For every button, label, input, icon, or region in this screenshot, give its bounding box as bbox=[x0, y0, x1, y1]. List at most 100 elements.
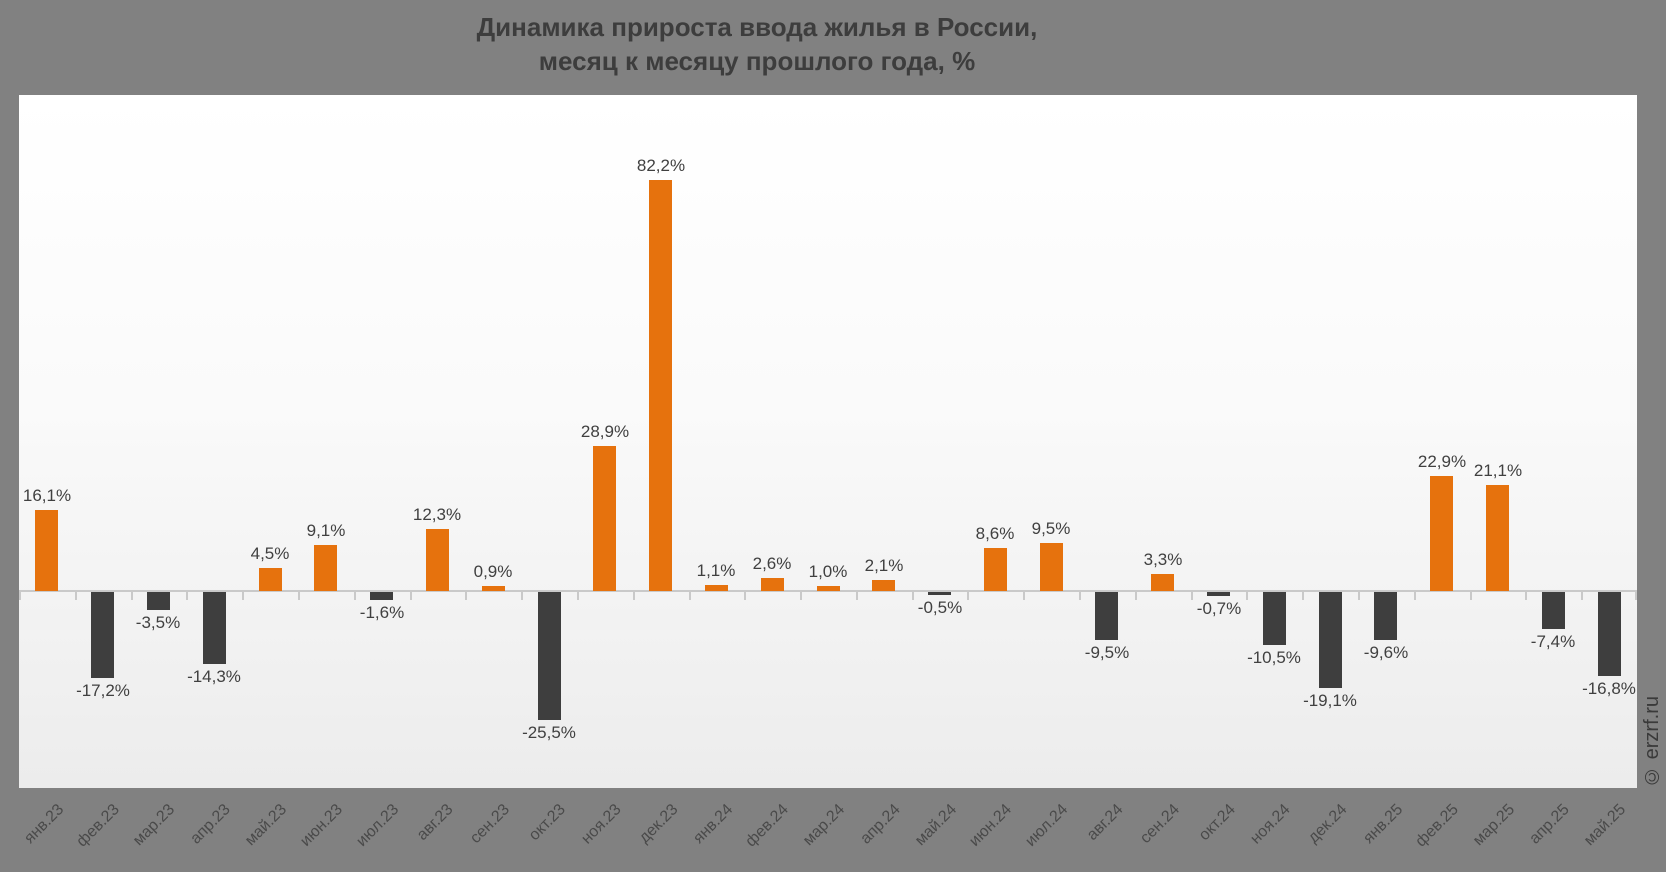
bar-янв.25 bbox=[1374, 592, 1397, 640]
x-axis-label: май.25 bbox=[1580, 801, 1630, 850]
bar-value-label: -9,5% bbox=[1084, 643, 1130, 662]
watermark: © erzrf.ru bbox=[1641, 696, 1663, 787]
axis-tick bbox=[1135, 591, 1137, 600]
x-axis-label: авг.24 bbox=[1084, 801, 1128, 844]
axis-tick bbox=[19, 591, 21, 600]
bar-сен.24 bbox=[1151, 574, 1174, 591]
x-axis-label: дек.23 bbox=[635, 801, 682, 847]
bar-value-label: 1,1% bbox=[696, 561, 736, 580]
bar-авг.23 bbox=[426, 529, 449, 591]
axis-tick bbox=[1302, 591, 1304, 600]
axis-tick bbox=[1191, 591, 1193, 600]
x-axis-label: июл.24 bbox=[1022, 801, 1072, 850]
bar-апр.24 bbox=[872, 580, 895, 591]
axis-tick bbox=[298, 591, 300, 600]
x-axis-label: сен.24 bbox=[1137, 801, 1184, 847]
x-axis-label: ноя.23 bbox=[578, 801, 626, 848]
bar-value-label: -0,7% bbox=[1196, 599, 1242, 618]
axis-tick bbox=[1414, 591, 1416, 600]
axis-tick bbox=[1023, 591, 1025, 600]
bar-апр.23 bbox=[203, 592, 226, 664]
chart-title: Динамика прироста ввода жилья в России, … bbox=[0, 10, 1514, 78]
x-axis-baseline bbox=[19, 590, 1637, 592]
chart-title-line1: Динамика прироста ввода жилья в России, bbox=[476, 12, 1038, 42]
x-axis-label: янв.23 bbox=[20, 801, 68, 848]
bar-value-label: 9,5% bbox=[1031, 519, 1071, 538]
bar-value-label: -9,6% bbox=[1363, 643, 1409, 662]
x-axis-label: ноя.24 bbox=[1247, 801, 1295, 848]
chart-title-line2: месяц к месяцу прошлого года, % bbox=[538, 46, 976, 76]
bar-мар.24 bbox=[817, 586, 840, 591]
bar-июл.24 bbox=[1040, 543, 1063, 591]
bar-янв.23 bbox=[35, 510, 58, 591]
bar-value-label: 82,2% bbox=[636, 156, 686, 175]
bar-авг.24 bbox=[1095, 592, 1118, 640]
bar-value-label: -14,3% bbox=[187, 667, 241, 686]
x-axis-label: авг.23 bbox=[414, 801, 458, 844]
axis-tick bbox=[800, 591, 802, 600]
axis-tick bbox=[75, 591, 77, 600]
bar-июн.24 bbox=[984, 548, 1007, 591]
bar-value-label: -19,1% bbox=[1303, 691, 1357, 710]
x-axis-label: мар.25 bbox=[1469, 801, 1519, 850]
x-axis-label: июн.23 bbox=[297, 801, 347, 850]
bar-ноя.24 bbox=[1263, 592, 1286, 645]
bar-сен.23 bbox=[482, 586, 505, 591]
bar-апр.25 bbox=[1542, 592, 1565, 629]
axis-tick bbox=[744, 591, 746, 600]
x-axis-label: апр.25 bbox=[1526, 801, 1574, 848]
bar-value-label: -1,6% bbox=[359, 603, 405, 622]
x-axis-label: дек.24 bbox=[1304, 801, 1351, 847]
bar-мар.23 bbox=[147, 592, 170, 610]
axis-tick bbox=[186, 591, 188, 600]
bar-май.25 bbox=[1598, 592, 1621, 676]
bar-value-label: 0,9% bbox=[473, 562, 513, 581]
bar-value-label: 8,6% bbox=[975, 524, 1015, 543]
axis-tick bbox=[912, 591, 914, 600]
axis-tick bbox=[354, 591, 356, 600]
x-axis-label: янв.25 bbox=[1359, 801, 1407, 848]
x-axis-label: мар.23 bbox=[129, 801, 179, 850]
axis-tick bbox=[131, 591, 133, 600]
x-axis-label: янв.24 bbox=[689, 801, 737, 848]
axis-tick bbox=[242, 591, 244, 600]
axis-tick bbox=[856, 591, 858, 600]
axis-tick bbox=[521, 591, 523, 600]
bar-value-label: -16,8% bbox=[1582, 679, 1636, 698]
x-axis-label: фев.25 bbox=[1412, 801, 1463, 851]
axis-tick bbox=[1635, 591, 1637, 600]
bar-value-label: 1,0% bbox=[808, 562, 848, 581]
bar-мар.25 bbox=[1486, 485, 1509, 591]
x-axis-label: май.24 bbox=[911, 801, 961, 850]
axis-tick bbox=[1358, 591, 1360, 600]
bar-окт.23 bbox=[538, 592, 561, 720]
x-axis-label: апр.23 bbox=[187, 801, 235, 848]
bar-value-label: -7,4% bbox=[1530, 632, 1576, 651]
plot-area: 16,1% -17,2% -3,5% -14,3% 4,5% 9,1% -1,6% 12,3%… bbox=[19, 95, 1637, 788]
x-axis-label: фев.24 bbox=[742, 801, 793, 851]
bar-value-label: -17,2% bbox=[76, 681, 130, 700]
bar-value-label: 12,3% bbox=[412, 505, 462, 524]
bar-value-label: 28,9% bbox=[580, 422, 630, 441]
bar-июн.23 bbox=[314, 545, 337, 591]
axis-tick bbox=[633, 591, 635, 600]
bar-фев.25 bbox=[1430, 476, 1453, 591]
bar-value-label: 9,1% bbox=[306, 521, 346, 540]
bar-value-label: 21,1% bbox=[1473, 461, 1523, 480]
x-axis-label: май.23 bbox=[241, 801, 291, 850]
axis-tick bbox=[410, 591, 412, 600]
axis-tick bbox=[1470, 591, 1472, 600]
x-axis-label: сен.23 bbox=[467, 801, 514, 847]
x-axis-label: окт.24 bbox=[1195, 801, 1240, 845]
bar-value-label: -10,5% bbox=[1247, 648, 1301, 667]
axis-tick bbox=[465, 591, 467, 600]
axis-tick bbox=[1246, 591, 1248, 600]
bar-окт.24 bbox=[1207, 592, 1230, 596]
x-axis-label: фев.23 bbox=[73, 801, 124, 851]
bar-value-label: -3,5% bbox=[135, 613, 181, 632]
bar-value-label: 2,6% bbox=[752, 554, 792, 573]
axis-tick bbox=[967, 591, 969, 600]
bar-value-label: -25,5% bbox=[522, 723, 576, 742]
axis-tick bbox=[689, 591, 691, 600]
bar-дек.24 bbox=[1319, 592, 1342, 688]
